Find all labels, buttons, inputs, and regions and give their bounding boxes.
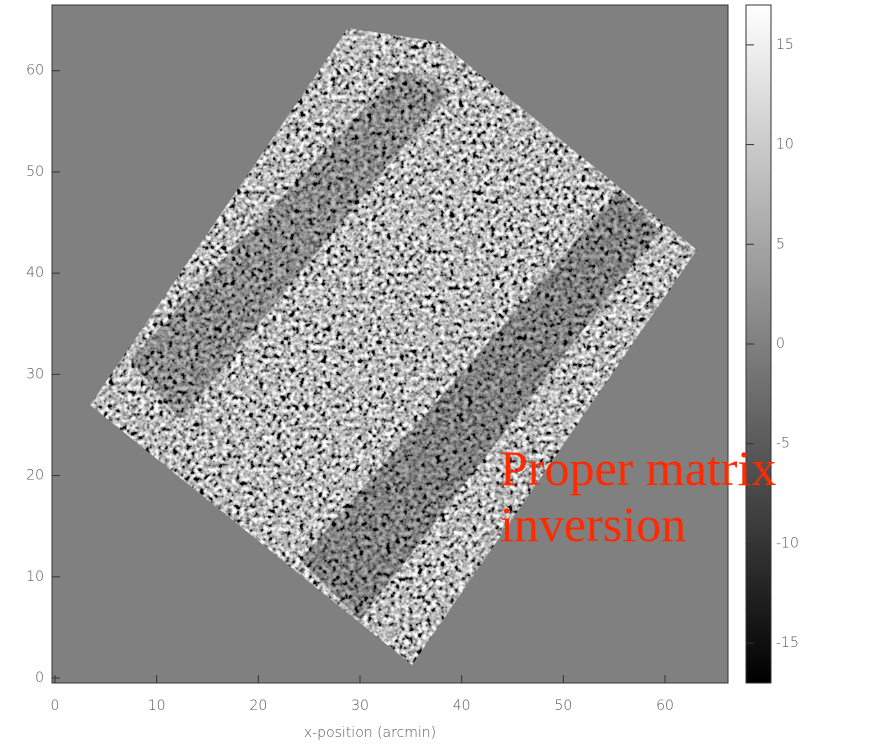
x-tick-label: 10	[148, 698, 166, 714]
y-tick-label: 0	[35, 670, 44, 686]
x-tick-label: 50	[554, 698, 572, 714]
colorbar-tick-label: -5	[776, 436, 790, 452]
y-tick-label: 40	[26, 265, 44, 281]
colorbar-tick-label: 0	[776, 336, 785, 352]
y-tick-label: 20	[26, 468, 44, 484]
x-tick-label: 0	[51, 698, 60, 714]
annotation: Proper matrix inversion	[500, 440, 777, 552]
x-tick-label: 20	[249, 698, 267, 714]
colorbar-tick-label: -15	[776, 635, 799, 651]
colorbar-tick-label: 15	[776, 37, 794, 53]
colorbar-tick-label: -10	[776, 535, 799, 551]
dark-band	[300, 190, 660, 620]
x-axis-label: x-position (arcmin)	[304, 725, 436, 741]
y-tick-label: 30	[26, 366, 44, 382]
dark-band	[130, 70, 450, 420]
x-tick-label: 40	[453, 698, 471, 714]
y-tick-label: 50	[26, 164, 44, 180]
x-tick-label: 30	[351, 698, 369, 714]
plot-frame	[51, 4, 729, 684]
x-tick-label: 60	[656, 698, 674, 714]
y-tick-label: 10	[26, 569, 44, 585]
colorbar-tick-label: 5	[776, 236, 785, 252]
y-tick-label: 60	[26, 63, 44, 79]
colorbar-tick-label: 10	[776, 137, 794, 153]
